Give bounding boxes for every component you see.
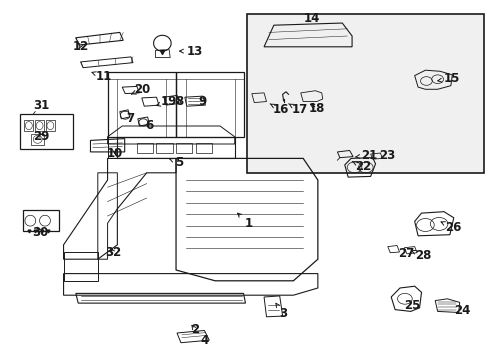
Text: 15: 15	[437, 72, 459, 85]
Text: 8: 8	[175, 95, 183, 108]
Bar	[23, 210, 59, 231]
Text: 20: 20	[131, 83, 150, 96]
Text: 6: 6	[145, 119, 154, 132]
Text: 23: 23	[378, 149, 394, 162]
Text: 32: 32	[105, 246, 121, 259]
Text: 25: 25	[403, 299, 419, 312]
Bar	[176, 143, 192, 153]
Bar	[35, 120, 44, 131]
Bar	[46, 120, 55, 131]
Text: 26: 26	[440, 221, 460, 234]
Bar	[20, 114, 73, 149]
Bar	[31, 134, 44, 145]
Text: 10: 10	[106, 147, 122, 159]
Text: 19: 19	[156, 95, 176, 108]
Text: 12: 12	[72, 40, 88, 53]
Text: 3: 3	[275, 303, 286, 320]
Text: 29: 29	[33, 130, 49, 143]
Text: 31: 31	[33, 99, 49, 112]
Text: 11: 11	[92, 70, 111, 83]
Text: 2: 2	[190, 323, 199, 336]
Text: 18: 18	[308, 102, 325, 114]
Bar	[246, 14, 483, 173]
Bar	[24, 120, 33, 131]
Text: 28: 28	[411, 249, 430, 262]
Text: 22: 22	[351, 160, 370, 173]
Bar	[137, 143, 153, 153]
Text: 7: 7	[126, 112, 134, 125]
Bar	[156, 143, 172, 153]
Text: 5: 5	[169, 156, 183, 169]
Text: 30: 30	[32, 226, 48, 239]
Text: 4: 4	[200, 334, 208, 347]
Text: 13: 13	[179, 45, 203, 58]
Text: 24: 24	[453, 304, 469, 317]
Text: 27: 27	[398, 247, 414, 260]
Bar	[195, 143, 211, 153]
Text: 21: 21	[355, 149, 376, 162]
Text: 16: 16	[269, 103, 288, 116]
Text: 17: 17	[288, 103, 307, 116]
Text: 9: 9	[198, 95, 206, 108]
Text: 1: 1	[237, 213, 252, 230]
Text: 14: 14	[304, 12, 320, 25]
